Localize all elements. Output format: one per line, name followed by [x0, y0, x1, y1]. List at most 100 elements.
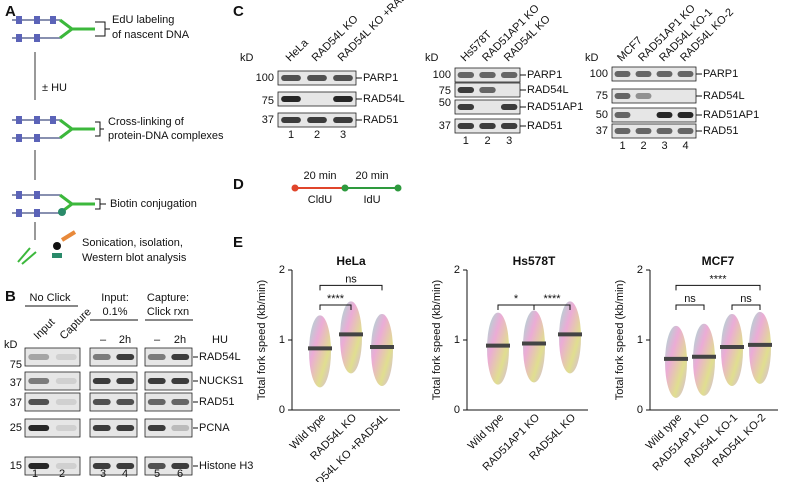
blot-band — [614, 93, 631, 99]
marker-label: 50 — [439, 97, 451, 109]
y-tick-label: 2 — [454, 264, 460, 276]
blot-strip — [89, 418, 138, 438]
blot-band — [457, 123, 475, 129]
lane-number: 4 — [682, 140, 688, 152]
lane-number: 5 — [154, 468, 160, 480]
speed-distribution — [665, 325, 687, 398]
speed-distribution — [371, 314, 393, 386]
blot-band — [171, 378, 190, 384]
significance-label: ns — [740, 293, 752, 305]
kd-label: kD — [4, 339, 18, 351]
blot-strip — [24, 347, 81, 367]
hu-level: – — [100, 334, 107, 346]
marker-label: 50 — [596, 109, 608, 121]
blot-band — [479, 87, 496, 93]
blot-band — [28, 399, 50, 405]
lane-number: 3 — [506, 135, 512, 147]
blot-band — [614, 112, 631, 118]
speed-distribution — [559, 301, 581, 374]
band-label: PCNA — [199, 422, 230, 434]
band-label: RAD51 — [703, 125, 738, 137]
significance-bracket — [731, 304, 761, 310]
panel-letter: B — [5, 288, 16, 305]
blot-band — [656, 128, 673, 134]
y-tick-label: 1 — [637, 334, 643, 346]
step-label: Sonication, isolation, — [82, 237, 183, 249]
schematic-a — [12, 16, 110, 265]
group-label: 0.1% — [102, 306, 127, 318]
blot-band — [307, 75, 327, 81]
blot-band — [677, 128, 694, 134]
marker-label: 37 — [10, 377, 22, 389]
marker-label: 37 — [596, 125, 608, 137]
blot-band — [55, 399, 77, 405]
step-label: Cross-linking of — [108, 116, 185, 128]
step-label: ± HU — [42, 82, 67, 94]
blot-band — [55, 378, 77, 384]
blot-band — [116, 354, 135, 360]
blot-strip — [24, 418, 81, 438]
blot-band — [333, 96, 353, 102]
significance-bracket — [533, 304, 571, 310]
step-label: EdU labeling — [112, 14, 174, 26]
band-label: Histone H3 — [199, 460, 253, 472]
hu-level: 2h — [119, 334, 131, 346]
blot-band — [333, 117, 353, 123]
significance-label: **** — [327, 293, 345, 305]
blot-band — [457, 72, 475, 78]
marker-label: 75 — [262, 95, 274, 107]
y-tick-label: 1 — [279, 334, 285, 346]
blot-band — [479, 72, 496, 78]
significance-bracket — [675, 284, 761, 291]
speed-distribution — [693, 323, 715, 396]
kd-label: kD — [240, 52, 254, 64]
blot-band — [677, 112, 694, 118]
hu-label: HU — [212, 334, 228, 346]
blot-band — [147, 463, 166, 469]
blot-band — [116, 378, 135, 384]
speed-distribution — [523, 310, 545, 383]
lane-number: 2 — [314, 129, 320, 141]
band-label: RAD54L — [527, 84, 569, 96]
panel-letter: C — [233, 3, 244, 20]
blot-strip — [144, 456, 193, 476]
blot-band — [147, 354, 166, 360]
blot-band — [92, 425, 111, 431]
lane-number: 1 — [619, 140, 625, 152]
step-label: Western blot analysis — [82, 252, 187, 264]
lane-number: 3 — [100, 468, 106, 480]
chart-title: Hs578T — [513, 254, 556, 268]
significance-label: ns — [345, 273, 357, 285]
marker-label: 25 — [10, 422, 22, 434]
band-label: RAD54L — [199, 351, 241, 363]
marker-label: 75 — [439, 85, 451, 97]
marker-label: 75 — [596, 90, 608, 102]
column-label: HeLa — [284, 36, 312, 64]
blot-band — [116, 425, 135, 431]
blot-band — [307, 117, 327, 123]
blot-band — [28, 463, 50, 469]
band-label: PARP1 — [527, 69, 562, 81]
column-label: Input — [32, 316, 58, 342]
lane-number: 1 — [32, 468, 38, 480]
blot-strip — [144, 418, 193, 438]
band-label: RAD51AP1 — [527, 101, 583, 113]
lane-number: 1 — [463, 135, 469, 147]
blot-band — [677, 71, 694, 77]
band-label: NUCKS1 — [199, 375, 244, 387]
blot-band — [116, 399, 135, 405]
y-tick-label: 2 — [279, 264, 285, 276]
y-tick-label: 1 — [454, 334, 460, 346]
blot-strip — [89, 347, 138, 367]
marker-label: 100 — [256, 72, 274, 84]
group-label: Click rxn — [147, 306, 189, 318]
marker-label: 37 — [10, 397, 22, 409]
blot-strip — [24, 456, 81, 476]
band-label: RAD51 — [363, 114, 398, 126]
marker-label: 37 — [439, 120, 451, 132]
lane-number: 3 — [661, 140, 667, 152]
blot-band — [92, 463, 111, 469]
lane-number: 6 — [177, 468, 183, 480]
chart-title: HeLa — [336, 254, 366, 268]
blot-strip — [89, 371, 138, 391]
